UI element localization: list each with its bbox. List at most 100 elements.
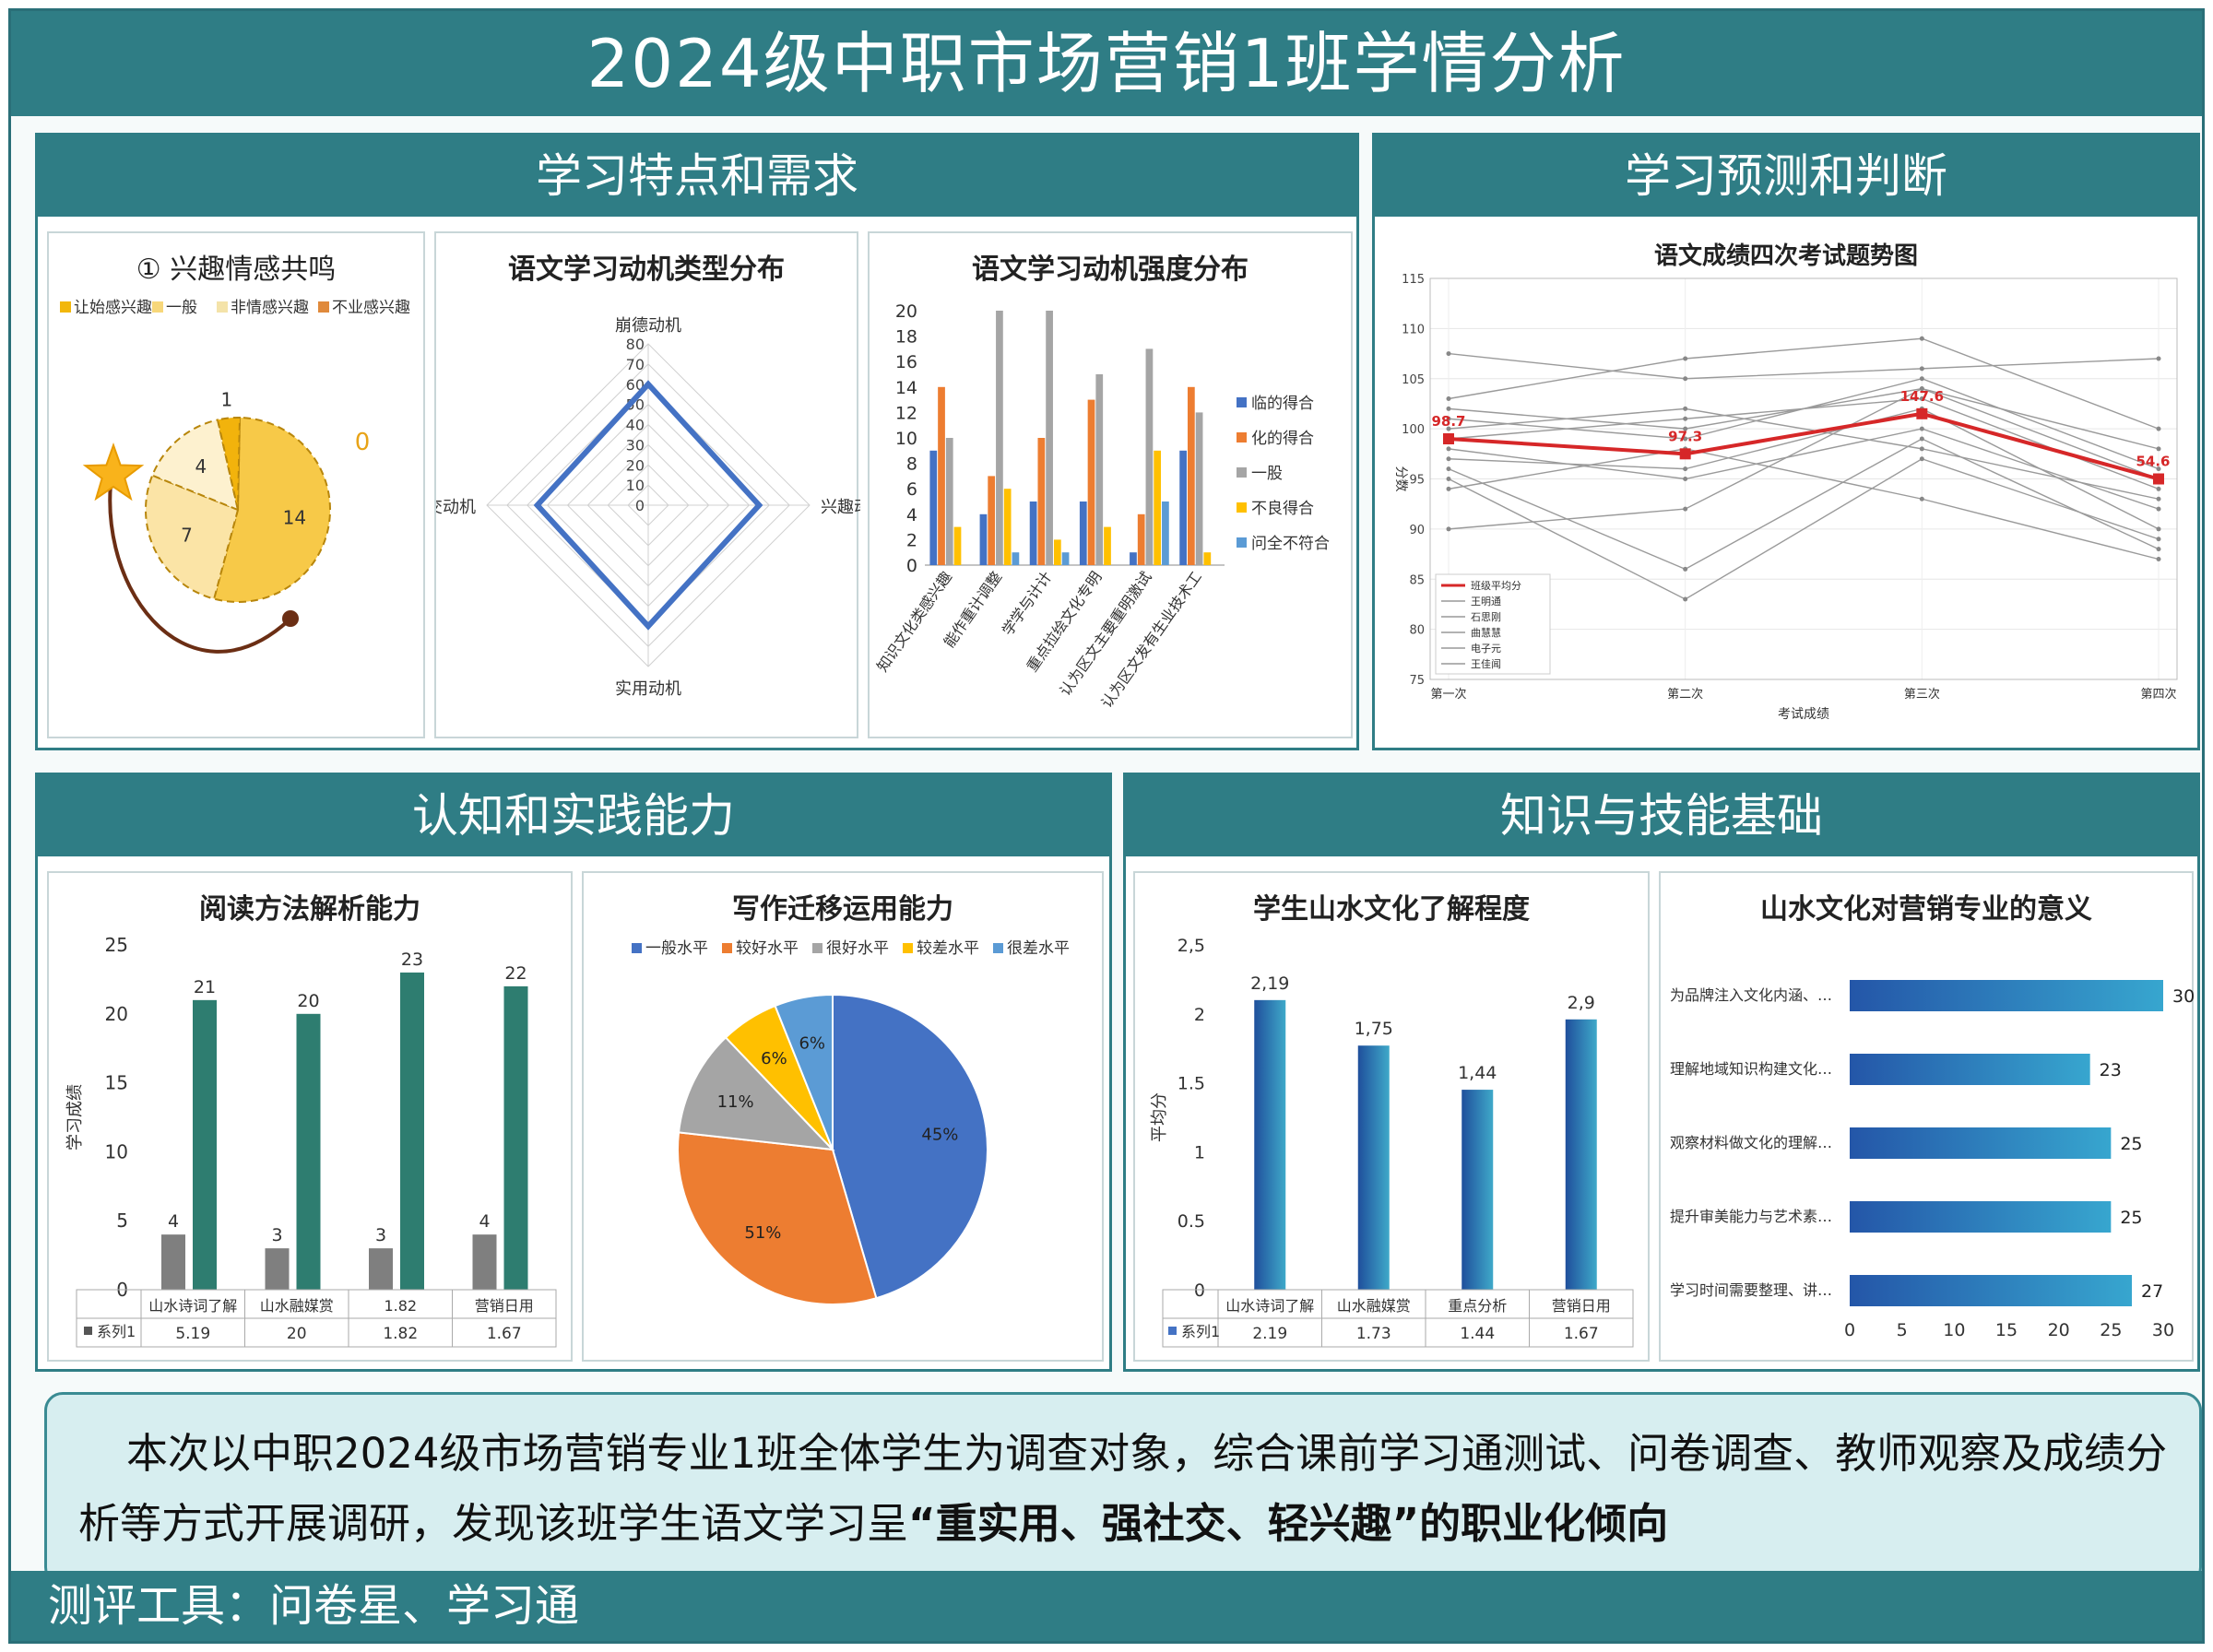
radar-series (533, 380, 763, 631)
legend-swatch (1168, 1327, 1177, 1335)
average-point (1443, 433, 1454, 444)
x-tick: 山水诗词了解 (148, 1297, 237, 1315)
decor-dot (282, 610, 299, 627)
series-line (1448, 387, 2160, 450)
legend-label: 王明通 (1471, 596, 1501, 608)
slice-label: 14 (283, 507, 306, 529)
legend-swatch (152, 301, 163, 313)
series-point (1919, 456, 1924, 462)
series-point (2156, 506, 2161, 512)
section-learning-features: 学习特点和需求 ① 兴趣情感共鸣 让始感兴趣 一般 非情感兴趣 不业感兴趣 14 7 4 1 0… (35, 133, 1359, 750)
section-header: 知识与技能基础 (1126, 775, 2197, 856)
series-point (1446, 477, 1451, 481)
bar (929, 450, 938, 565)
average-label: 54.6 (2136, 454, 2170, 470)
radar-axis-label: 社交动机 (436, 498, 476, 517)
bar (161, 1234, 185, 1290)
legend-label: 石思刚 (1471, 611, 1501, 623)
series-point (1446, 526, 1451, 532)
data-label: 27 (2141, 1281, 2163, 1302)
radar-tick: 40 (626, 417, 645, 434)
series-point (1683, 596, 1688, 602)
radar-tick: 20 (626, 456, 645, 474)
y-tick: 1.5 (1178, 1074, 1205, 1094)
pie-slice (677, 1035, 835, 1151)
series-line (1448, 378, 2160, 470)
series-point (1446, 351, 1451, 357)
x-tick: 营销日用 (1552, 1297, 1611, 1315)
data-label: 3 (375, 1225, 386, 1245)
panel-writing: 写作迁移运用能力 一般水平 较好水平 很好水平 较差水平 很差水平 45% 51% 11% 6%… (582, 871, 1104, 1362)
series-line (1448, 352, 2160, 380)
table-label: 系列1 (97, 1323, 136, 1340)
y-tick: 95 (1409, 474, 1425, 488)
series-point (1446, 466, 1451, 472)
radar-axis-label: 实用动机 (615, 679, 681, 699)
average-point (1679, 448, 1691, 460)
bar (1357, 1045, 1390, 1290)
star-icon (82, 442, 145, 502)
bar (1203, 552, 1212, 565)
bar (979, 513, 988, 565)
data-label: 1,44 (1458, 1063, 1497, 1083)
series-point (1683, 566, 1688, 572)
series-line (1448, 387, 2160, 530)
page-frame: 2024级中职市场营销1班学情分析 学习特点和需求 ① 兴趣情感共鸣 让始感兴趣… (8, 8, 2205, 1644)
slice-label: 6% (799, 1034, 825, 1054)
slice-label: 1 (221, 389, 233, 411)
bar (1565, 1019, 1597, 1290)
y-tick: 0 (906, 556, 917, 576)
average-line (1448, 411, 2160, 481)
y-tick: 25 (105, 934, 128, 956)
y-tick: 2 (906, 530, 917, 550)
section-header: 认知和实践能力 (38, 775, 1109, 856)
series-point (2156, 486, 2161, 491)
series-point (2156, 557, 2161, 561)
bar (1195, 412, 1203, 565)
average-label: 147.6 (1900, 388, 1944, 405)
y-tick: 4 (906, 505, 917, 525)
legend-swatch (1237, 502, 1247, 513)
series-point (1919, 336, 1924, 341)
legend-label: 问全不符合 (1251, 535, 1330, 553)
series-point (1446, 486, 1451, 491)
legend-label: 电子元 (1471, 643, 1501, 655)
series-point (1446, 416, 1451, 421)
x-tick: 山水诗词了解 (1225, 1297, 1314, 1315)
table-value: 5.19 (175, 1325, 210, 1343)
series-point (2156, 496, 2161, 502)
y-tick: 提升审美能力与艺术素… (1670, 1208, 1832, 1225)
radar-tick: 0 (635, 497, 645, 514)
series-point (1683, 416, 1688, 421)
legend-label: 曲慧慧 (1471, 626, 1501, 639)
panel-radar: 语文学习动机类型分布 01020304050607080崩德动机兴趣动机实用动机… (409, 231, 887, 738)
series-line (1448, 448, 2160, 560)
y-tick: 5 (116, 1210, 128, 1232)
y-tick: 15 (105, 1072, 128, 1094)
radar-axis-label: 崩德动机 (615, 316, 681, 336)
chart-title: 写作迁移运用能力 (732, 893, 953, 926)
y-tick: 90 (1409, 524, 1425, 537)
plot-border (1429, 277, 2178, 680)
section-header: 学习特点和需求 (38, 136, 1356, 217)
data-label: 1,75 (1355, 1019, 1393, 1039)
y-tick: 为品牌注入文化内涵、… (1670, 986, 1832, 1004)
legend-label: 很好水平 (826, 939, 889, 958)
bar (1061, 552, 1070, 565)
legend-swatch (1237, 537, 1247, 548)
summary-emphasis: “重实用、强社交、轻兴趣”的职业化倾向 (908, 1499, 1669, 1548)
series-point (2156, 446, 2161, 452)
y-tick: 105 (1402, 373, 1425, 387)
legend-swatch (1237, 397, 1247, 407)
radar-tick: 70 (626, 356, 645, 373)
data-label: 21 (194, 977, 216, 997)
x-tick: 山水融媒赏 (260, 1297, 334, 1315)
series-point (1446, 396, 1451, 401)
series-point (1919, 446, 1924, 452)
x-tick: 重点分析 (1448, 1297, 1507, 1315)
legend-swatch (1237, 432, 1247, 442)
bar (1046, 311, 1053, 565)
series-point (1683, 506, 1688, 512)
y-tick: 理解地域知识构建文化… (1670, 1060, 1832, 1078)
legend-swatch (318, 301, 329, 313)
